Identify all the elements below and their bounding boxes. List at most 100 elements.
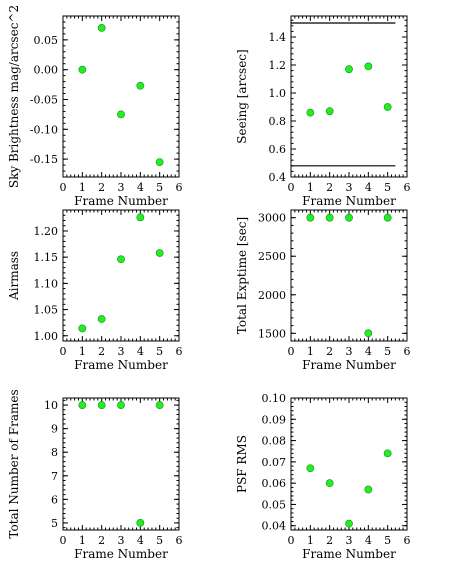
data-point [306, 108, 315, 117]
x-tick-label: 0 [60, 345, 67, 358]
x-tick-label: 5 [156, 345, 163, 358]
x-tick-label: 6 [404, 345, 411, 358]
x-tick-label: 1 [307, 181, 314, 194]
data-point [364, 485, 373, 494]
y-tick-label: 1.0 [269, 87, 287, 100]
y-tick-label: 6 [51, 493, 58, 506]
y-tick-label: -0.10 [30, 123, 58, 136]
x-tick-label: 2 [326, 534, 333, 547]
x-tick-label: 3 [346, 345, 353, 358]
chart-panel-2: 0 1 2 3 4 5 6 0.4 0.6 0.8 1.0 1.2 1.4 Frame Number See… [235, 15, 411, 208]
plot-frame [62, 397, 180, 531]
x-tick-label: 5 [384, 345, 391, 358]
chart-panel-1: 0 1 2 3 4 5 6 0.05 0.00 -0.05 -0.10 -0.15 Frame Numb… [7, 5, 183, 208]
y-tick-label: -0.05 [30, 93, 58, 106]
y-tick-label: 7 [51, 470, 58, 483]
chart-panel-4: 0 1 2 3 4 5 6 1500 2000 2500 3000 Frame Number Total… [235, 209, 411, 372]
x-tick-label: 0 [288, 345, 295, 358]
y-tick-label: 0.8 [269, 115, 287, 128]
x-tick-label: 1 [79, 181, 86, 194]
chart-panel-6: 0 1 2 3 4 5 6 0.04 0.05 0.06 0.07 0.08 0.09 0.10 Frame… [235, 392, 411, 561]
y-tick-label: 1.2 [269, 59, 287, 72]
x-axis-label: Frame Number [302, 358, 396, 372]
y-tick-label: 0.4 [269, 171, 287, 184]
x-tick-label: 4 [137, 181, 144, 194]
x-tick-label: 6 [404, 534, 411, 547]
data-point [155, 401, 164, 409]
y-tick-label: 3000 [258, 212, 286, 225]
data-point [97, 24, 106, 32]
y-axis-label: Total Exptime [sec] [235, 217, 249, 334]
data-point [78, 324, 87, 333]
data-point [136, 519, 145, 527]
x-tick-label: 2 [98, 345, 105, 358]
y-axis-label: Seeing [arcsec] [235, 49, 249, 143]
x-tick-label: 6 [404, 181, 411, 194]
x-tick-label: 2 [98, 181, 105, 194]
x-axis-label: Frame Number [302, 194, 396, 208]
x-tick-label: 4 [365, 534, 372, 547]
y-tick-label: 1.05 [34, 304, 59, 317]
x-tick-label: 2 [326, 345, 333, 358]
x-tick-label: 6 [176, 181, 183, 194]
x-tick-label: 1 [307, 534, 314, 547]
x-axis-label: Frame Number [302, 547, 396, 561]
plot-frame [62, 209, 180, 342]
x-axis-label: Frame Number [74, 194, 168, 208]
y-tick-label: 0.05 [262, 498, 287, 511]
y-axis-label: PSF RMS [235, 435, 249, 493]
x-tick-label: 3 [118, 345, 125, 358]
x-tick-label: 3 [118, 534, 125, 547]
x-tick-label: 4 [365, 181, 372, 194]
data-point [325, 479, 334, 488]
x-tick-label: 3 [118, 181, 125, 194]
y-tick-label: 8 [51, 446, 58, 459]
y-axis-label: Total Number of Frames [7, 389, 21, 538]
y-tick-label: 0.07 [262, 456, 287, 469]
x-tick-label: 0 [288, 534, 295, 547]
y-tick-label: 9 [51, 423, 58, 436]
x-tick-label: 0 [60, 181, 67, 194]
y-tick-label: 1500 [258, 327, 286, 340]
y-axis-label: Airmass [7, 251, 21, 301]
y-tick-label: 1.10 [34, 277, 59, 290]
data-point [345, 213, 353, 222]
x-tick-label: 1 [307, 345, 314, 358]
y-tick-label: 0.05 [34, 34, 59, 47]
data-point [345, 65, 353, 74]
data-point [78, 65, 87, 74]
y-axis-label: Sky Brightness mag/arcsec^2 [7, 5, 21, 188]
y-tick-label: 0.6 [269, 143, 287, 156]
data-point [117, 110, 125, 119]
x-tick-label: 5 [156, 181, 163, 194]
data-point [364, 62, 373, 71]
y-tick-label: 1.20 [34, 225, 59, 238]
x-tick-label: 2 [98, 534, 105, 547]
data-point [364, 329, 373, 338]
y-tick-label: 5 [51, 517, 58, 530]
x-tick-label: 4 [365, 345, 372, 358]
plot-frame [62, 15, 180, 178]
data-point [325, 213, 334, 222]
data-point [383, 449, 392, 458]
data-point [345, 519, 353, 528]
x-tick-label: 4 [137, 345, 144, 358]
data-point [136, 81, 145, 90]
data-point [97, 315, 106, 323]
plot-frame [290, 209, 408, 342]
x-tick-label: 4 [137, 534, 144, 547]
data-point [136, 213, 145, 222]
y-tick-label: 0.00 [34, 64, 59, 77]
data-point [97, 401, 106, 409]
x-tick-label: 6 [176, 534, 183, 547]
data-point [383, 213, 392, 222]
x-tick-label: 1 [79, 345, 86, 358]
y-tick-label: 0.08 [262, 435, 287, 448]
data-point [117, 401, 125, 409]
x-tick-label: 5 [384, 181, 391, 194]
y-tick-label: 1.00 [34, 330, 59, 343]
y-tick-label: -0.15 [30, 153, 58, 166]
data-point [155, 249, 164, 257]
